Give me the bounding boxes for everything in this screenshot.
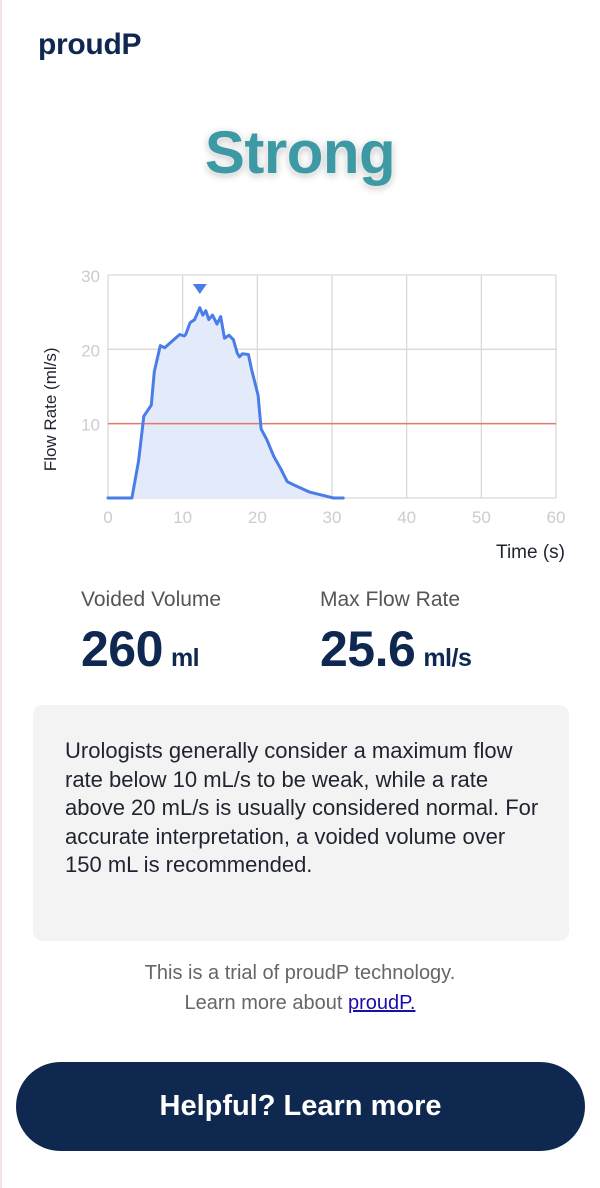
learn-more-prefix: Learn more about [184,992,348,1014]
y-tick-label: 30 [81,267,100,286]
max-flow-rate-label: Max Flow Rate [320,588,461,611]
max-flow-rate-value: 25.6 ml/s [320,620,472,678]
flow-rate-chart: 10 20 30 0 10 20 30 40 50 60 Time (s) Flow Rate (ml… [41,267,566,563]
y-tick-label: 10 [81,416,100,435]
x-tick-label: 30 [323,508,342,527]
peak-marker-icon [192,284,207,294]
trial-line: This is a trial of proudP technology. [144,962,456,984]
y-tick-label: 20 [81,341,100,360]
x-tick-label: 60 [547,508,566,527]
proudp-link[interactable]: proudP. [347,992,416,1014]
x-tick-label: 0 [103,508,112,527]
voided-volume-label: Voided Volume [81,588,222,611]
voided-volume-number: 260 [81,621,163,677]
y-axis-title: Flow Rate (ml/s) [41,347,60,471]
brand-logo: proudP [38,28,142,61]
flow-series-line [106,306,345,500]
x-axis-title: Time (s) [496,542,565,563]
page-edge [0,0,2,1188]
voided-volume-unit: ml [170,644,200,672]
x-tick-label: 50 [472,508,491,527]
flow-verdict: Strong [204,119,396,186]
x-tick-label: 10 [173,508,192,527]
interpretation-text: Urologists generally consider a maximum … [65,738,539,877]
trial-notice: This is a trial of proudP technology. Le… [0,958,600,1018]
max-flow-rate-unit: ml/s [423,644,472,672]
max-flow-rate-number: 25.6 [320,621,416,677]
flow-area-fill [108,307,344,498]
x-tick-label: 20 [248,508,267,527]
learn-more-line: Learn more about proudP. [0,988,600,1018]
learn-more-button[interactable]: Helpful? Learn more [16,1062,585,1151]
voided-volume-value: 260 ml [81,620,200,678]
interpretation-note: Urologists generally consider a maximum … [33,705,569,941]
x-tick-label: 40 [397,508,416,527]
